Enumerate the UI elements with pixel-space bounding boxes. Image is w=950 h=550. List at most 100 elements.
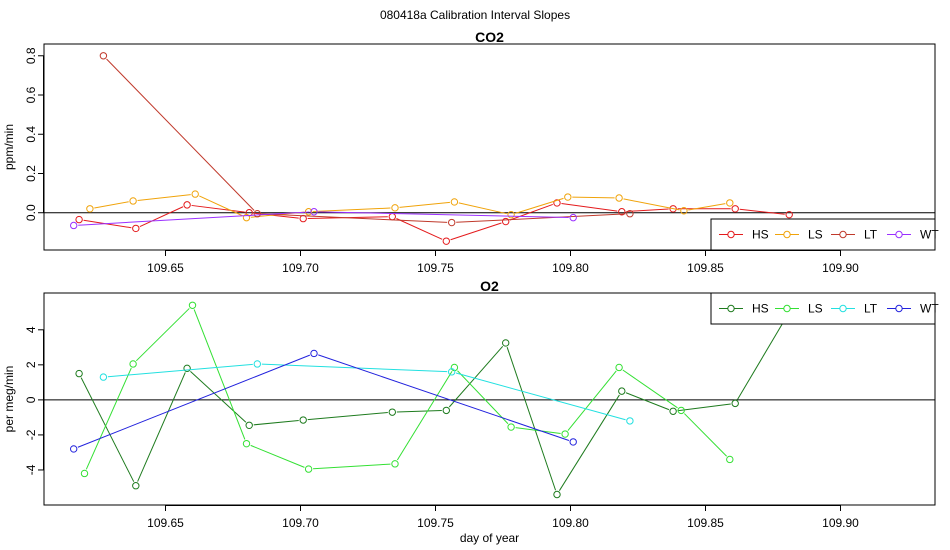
co2-series-hs-segment [509, 203, 553, 221]
o2-series-hs-point [731, 399, 739, 408]
o2-series-group [70, 301, 793, 499]
o2-series-wt-point [310, 349, 318, 358]
o2-series-hs-point [132, 482, 140, 490]
co2-series-hs-point [553, 199, 561, 207]
co2-series-ls-point [191, 190, 199, 198]
co2-series-ls-segment [515, 197, 564, 214]
o2-y-axis-label: per meg/min [2, 366, 16, 433]
co2-series-ls-point [726, 199, 734, 207]
co2-series-ls-segment [399, 201, 450, 208]
o2-series-hs-point [388, 408, 396, 416]
co2-legend-marker [727, 230, 735, 239]
o2-series-ls-point [677, 406, 685, 415]
co2-series-wt-point [310, 208, 318, 216]
o2-y-tick-label: 0 [24, 396, 38, 403]
o2-series-wt-point [70, 445, 78, 453]
o2-series-ls-point [391, 460, 399, 468]
o2-series-ls-point [726, 455, 734, 464]
o2-series-ls-point [304, 465, 313, 473]
co2-series-ls-segment [623, 198, 680, 211]
o2-series-ls-segment [313, 463, 391, 470]
o2-series-hs-point [669, 407, 677, 415]
o2-series-lt-segment [455, 372, 626, 421]
co2-series-ls-point [564, 193, 572, 201]
co2-series-lt-point [253, 210, 261, 218]
o2-series-hs-segment [80, 377, 135, 482]
o2-series-lt-segment [261, 363, 448, 373]
co2-series-hs-segment [626, 208, 669, 212]
co2-series-ls-segment [137, 194, 191, 201]
co2-series-hs-point [502, 217, 510, 226]
o2-series-ls-point [507, 423, 515, 431]
o2-series-hs-point [553, 490, 561, 499]
o2-series-hs-segment [396, 410, 442, 413]
co2-x-tick-label: 109.85 [687, 261, 724, 275]
co2-series-ls-point [129, 197, 137, 205]
co2-y-tick-label: 0.2 [24, 165, 38, 182]
co2-series-wt-point [70, 221, 78, 230]
co2-series-ls-segment [94, 201, 129, 209]
o2-x-tick-label: 109.65 [147, 516, 184, 530]
o2-series-ls-segment [396, 371, 453, 461]
co2-series-ls-point [450, 198, 459, 206]
co2-legend-label-lt: LT [864, 228, 878, 242]
co2-series-ls-segment [572, 196, 615, 199]
co2-x-tick-label: 109.70 [282, 261, 319, 275]
o2-series-wt-segment [318, 354, 570, 441]
o2-legend-marker [783, 304, 791, 313]
o2-series-lt-segment [107, 363, 253, 378]
co2-series-hs-segment [450, 222, 502, 241]
co2-x-tick-label: 109.90 [822, 261, 859, 275]
co2-y-tick-label: 0.4 [24, 126, 38, 143]
co2-y-tick-label: 0.0 [24, 204, 38, 221]
co2-legend-label-wt: WT [920, 228, 939, 242]
o2-y-tick-label: -2 [24, 429, 38, 440]
o2-x-tick-label: 109.75 [417, 516, 454, 530]
o2-x-axis-label: day of year [460, 531, 519, 545]
o2-legend: HS LS LT WT [710, 292, 939, 325]
co2-y-tick-label: 0.8 [24, 47, 38, 64]
o2-series-hs-segment [190, 371, 247, 423]
co2-series-ls-point [86, 205, 94, 213]
co2-panel: CO2 109.65 109.70 109.75 109.80 109.85 109.90 0… [2, 29, 939, 275]
o2-series-ls-segment [135, 308, 190, 362]
o2-y-tick-label: 4 [24, 326, 38, 333]
o2-series-lt-point [626, 417, 634, 425]
co2-series-hs-segment [561, 203, 618, 212]
co2-series-ls-point [680, 207, 688, 215]
co2-series-ls-segment [688, 203, 726, 211]
o2-series-lt-point [253, 360, 261, 368]
o2-series-ls-point [561, 430, 569, 438]
co2-series-hs-point [75, 215, 83, 224]
o2-legend-label-wt: WT [920, 302, 939, 316]
co2-series-wt-point [569, 213, 577, 222]
o2-x-tick-label: 109.90 [822, 516, 859, 530]
co2-legend-marker [783, 230, 791, 239]
co2-series-ls-point [615, 194, 623, 202]
o2-series-hs-segment [137, 372, 186, 482]
co2-series-lt-segment [106, 58, 255, 211]
o2-legend-marker [727, 304, 735, 313]
co2-series-lt-segment [456, 213, 626, 223]
o2-series-ls-segment [457, 370, 509, 425]
o2-legend-box [710, 292, 936, 325]
co2-series-hs-point [442, 237, 450, 245]
o2-legend-marker [895, 304, 903, 313]
o2-series-wt-segment [77, 354, 311, 448]
co2-legend: HS LS LT WT [710, 218, 939, 251]
o2-panel: O2 109.65 109.70 109.75 109.80 109.85 109.90 -4… [2, 278, 939, 545]
co2-legend-marker [839, 230, 847, 239]
o2-series-hs-point [502, 339, 510, 347]
o2-series-ls-point [242, 439, 251, 448]
o2-series-hs-point [618, 387, 626, 395]
co2-series-ls-point [391, 204, 399, 212]
o2-legend-label-hs: HS [752, 302, 769, 316]
co2-series-hs-segment [396, 218, 443, 240]
co2-legend-label-hs: HS [752, 228, 769, 242]
co2-series-hs-segment [739, 208, 785, 215]
o2-series-lt-point [448, 368, 456, 376]
o2-series-hs-point [75, 369, 83, 378]
o2-series-hs-segment [448, 345, 504, 408]
o2-legend-label-ls: LS [808, 302, 823, 316]
